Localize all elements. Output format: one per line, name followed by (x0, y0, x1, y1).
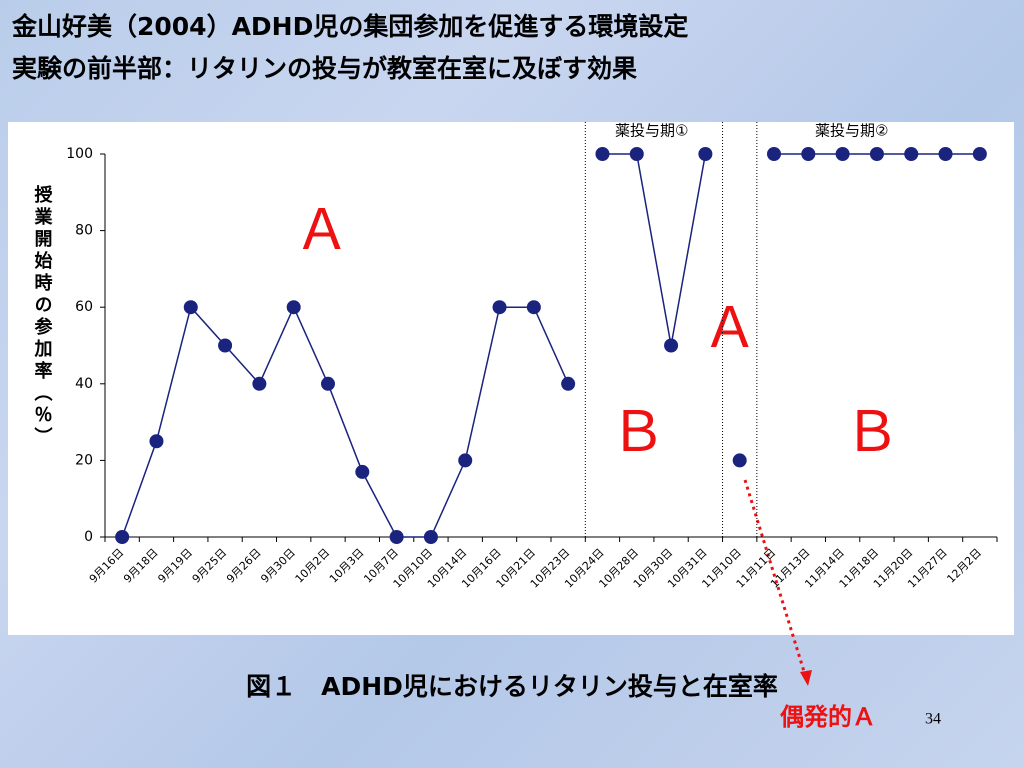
phase-label: 薬投与期② (815, 122, 888, 140)
phase-label: 薬投与期① (615, 122, 688, 140)
data-point (149, 434, 164, 449)
data-point (801, 147, 816, 161)
y-tick-label: 80 (75, 223, 93, 239)
data-point (835, 147, 850, 161)
y-tick-label: 0 (84, 529, 93, 545)
data-point (458, 453, 473, 468)
data-point (355, 464, 370, 479)
arrow-head (800, 670, 812, 686)
data-point (286, 300, 301, 315)
data-point (732, 453, 747, 468)
data-point (183, 300, 198, 315)
caption: 図１ ADHD児におけるリタリン投与と在室率 (246, 672, 778, 701)
data-point (252, 376, 267, 391)
y-tick-label: 100 (66, 146, 93, 162)
annotation: Ａ (702, 296, 758, 361)
data-point (115, 530, 130, 544)
data-point (218, 338, 233, 353)
title-line: 金山好美（2004）ADHD児の集団参加を促進する環境設定 (11, 12, 688, 41)
data-point (767, 147, 781, 161)
series-line (121, 305, 569, 538)
data-point (492, 300, 507, 315)
title-line: 実験の前半部：リタリンの投与が教室在室に及ぼす効果 (12, 54, 637, 83)
data-point (869, 147, 884, 161)
data-point (698, 147, 713, 161)
data-point (595, 147, 610, 161)
y-axis-label: 授業開始時の参加率（％） (32, 184, 54, 449)
data-point (629, 147, 644, 161)
annotation: Ａ (294, 198, 350, 263)
data-point (938, 147, 953, 161)
data-point (972, 147, 987, 161)
series-line (602, 153, 707, 346)
data-point (389, 530, 404, 544)
page-number: 34 (925, 711, 941, 728)
annotation: Ｂ (844, 400, 900, 465)
data-point (904, 147, 919, 161)
data-point (423, 530, 438, 544)
annotation: 偶発的Ａ (780, 703, 876, 731)
data-point (321, 376, 335, 391)
data-point (526, 300, 541, 315)
data-point (664, 338, 679, 353)
annotation: Ｂ (610, 400, 666, 465)
y-tick-label: 40 (75, 376, 93, 392)
chart-area (8, 122, 1014, 635)
data-point (561, 376, 576, 391)
y-tick-label: 60 (75, 299, 93, 315)
y-tick-label: 20 (75, 452, 93, 468)
